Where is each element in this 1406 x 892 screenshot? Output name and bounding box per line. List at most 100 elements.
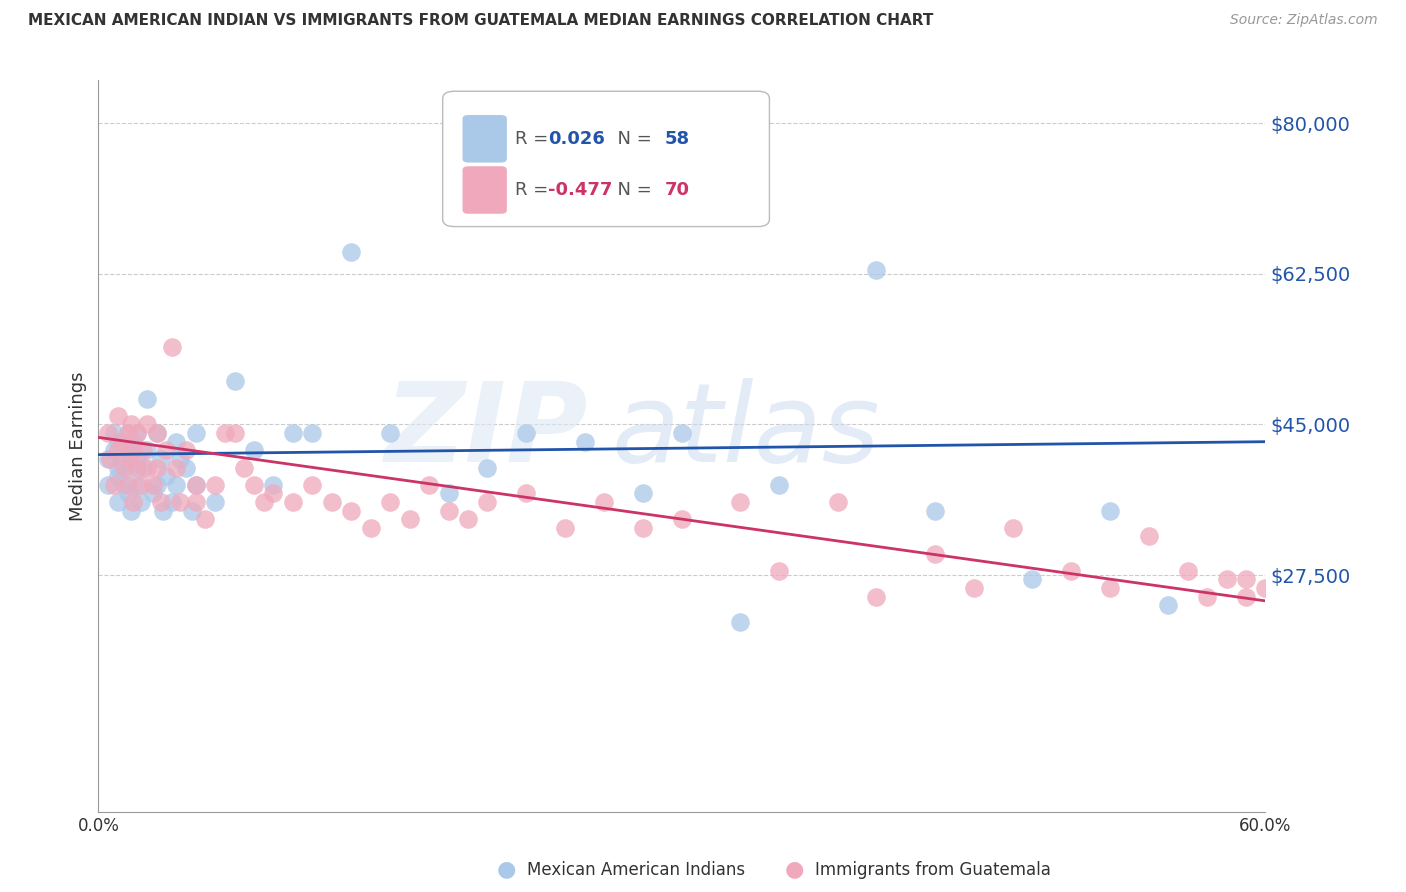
Point [768, 477, 790, 491]
Y-axis label: Median Earnings: Median Earnings [69, 371, 87, 521]
Point [98, 451, 121, 466]
Point [281, 426, 304, 441]
Point [1021, 573, 1043, 587]
Point [129, 477, 152, 491]
Point [132, 443, 155, 458]
Point [136, 460, 159, 475]
Text: 70: 70 [665, 181, 689, 199]
Point [142, 486, 165, 500]
Point [515, 426, 537, 441]
Point [253, 495, 276, 509]
Point [574, 434, 596, 449]
Point [378, 495, 402, 509]
Point [122, 434, 145, 449]
Point [214, 426, 236, 441]
Point [103, 477, 125, 491]
Point [146, 460, 169, 475]
Point [1001, 521, 1024, 535]
Point [129, 495, 152, 509]
Point [457, 512, 479, 526]
Text: R =: R = [515, 181, 554, 199]
Point [169, 451, 191, 466]
Text: ●: ● [496, 860, 516, 880]
Point [127, 426, 149, 441]
Point [117, 426, 139, 441]
Point [132, 460, 155, 475]
Point [184, 477, 207, 491]
Point [233, 460, 256, 475]
Text: N =: N = [606, 181, 658, 199]
Text: -0.477: -0.477 [548, 181, 612, 199]
Point [281, 495, 304, 509]
Point [865, 262, 887, 277]
Text: 0.026: 0.026 [548, 130, 605, 148]
Point [1137, 529, 1160, 543]
Point [152, 503, 174, 517]
Point [107, 443, 129, 458]
Point [418, 477, 440, 491]
FancyBboxPatch shape [463, 115, 506, 162]
Point [142, 477, 165, 491]
Point [360, 521, 382, 535]
Point [136, 392, 159, 406]
Point [184, 495, 207, 509]
Point [671, 426, 693, 441]
Point [107, 495, 129, 509]
Point [165, 477, 187, 491]
Point [122, 443, 145, 458]
Point [340, 245, 363, 260]
Point [155, 443, 177, 458]
Point [107, 434, 129, 449]
Point [97, 477, 120, 491]
Point [1234, 590, 1257, 604]
Point [103, 443, 125, 458]
Point [1215, 573, 1237, 587]
Point [127, 460, 149, 475]
Point [437, 503, 460, 517]
Point [477, 460, 499, 475]
Point [107, 460, 129, 475]
Text: MEXICAN AMERICAN INDIAN VS IMMIGRANTS FROM GUATEMALA MEDIAN EARNINGS CORRELATION: MEXICAN AMERICAN INDIAN VS IMMIGRANTS FR… [28, 13, 934, 29]
Point [477, 495, 499, 509]
Point [827, 495, 849, 509]
Point [1254, 581, 1277, 595]
Point [117, 486, 139, 500]
Point [184, 477, 207, 491]
Point [127, 451, 149, 466]
Point [1177, 564, 1199, 578]
Point [1060, 564, 1083, 578]
Point [671, 512, 693, 526]
Point [262, 486, 284, 500]
Point [118, 451, 141, 466]
Point [118, 460, 141, 475]
Text: atlas: atlas [612, 378, 880, 485]
Point [398, 512, 420, 526]
Point [117, 443, 139, 458]
Point [162, 495, 184, 509]
Point [1157, 598, 1180, 612]
Point [174, 460, 197, 475]
Point [962, 581, 984, 595]
Point [146, 477, 169, 491]
Point [194, 512, 217, 526]
Point [149, 495, 172, 509]
Text: ZIP: ZIP [385, 378, 589, 485]
Point [111, 451, 134, 466]
Point [103, 426, 125, 441]
Point [169, 495, 191, 509]
Point [146, 426, 169, 441]
Point [1195, 590, 1218, 604]
Point [340, 503, 363, 517]
Point [165, 434, 187, 449]
Point [112, 477, 135, 491]
Point [180, 503, 202, 517]
Point [730, 615, 752, 630]
Text: R =: R = [515, 130, 554, 148]
Point [378, 426, 402, 441]
Text: Source: ZipAtlas.com: Source: ZipAtlas.com [1230, 13, 1378, 28]
Point [122, 495, 145, 509]
Point [184, 426, 207, 441]
Point [730, 495, 752, 509]
Point [107, 469, 129, 483]
Point [111, 434, 134, 449]
